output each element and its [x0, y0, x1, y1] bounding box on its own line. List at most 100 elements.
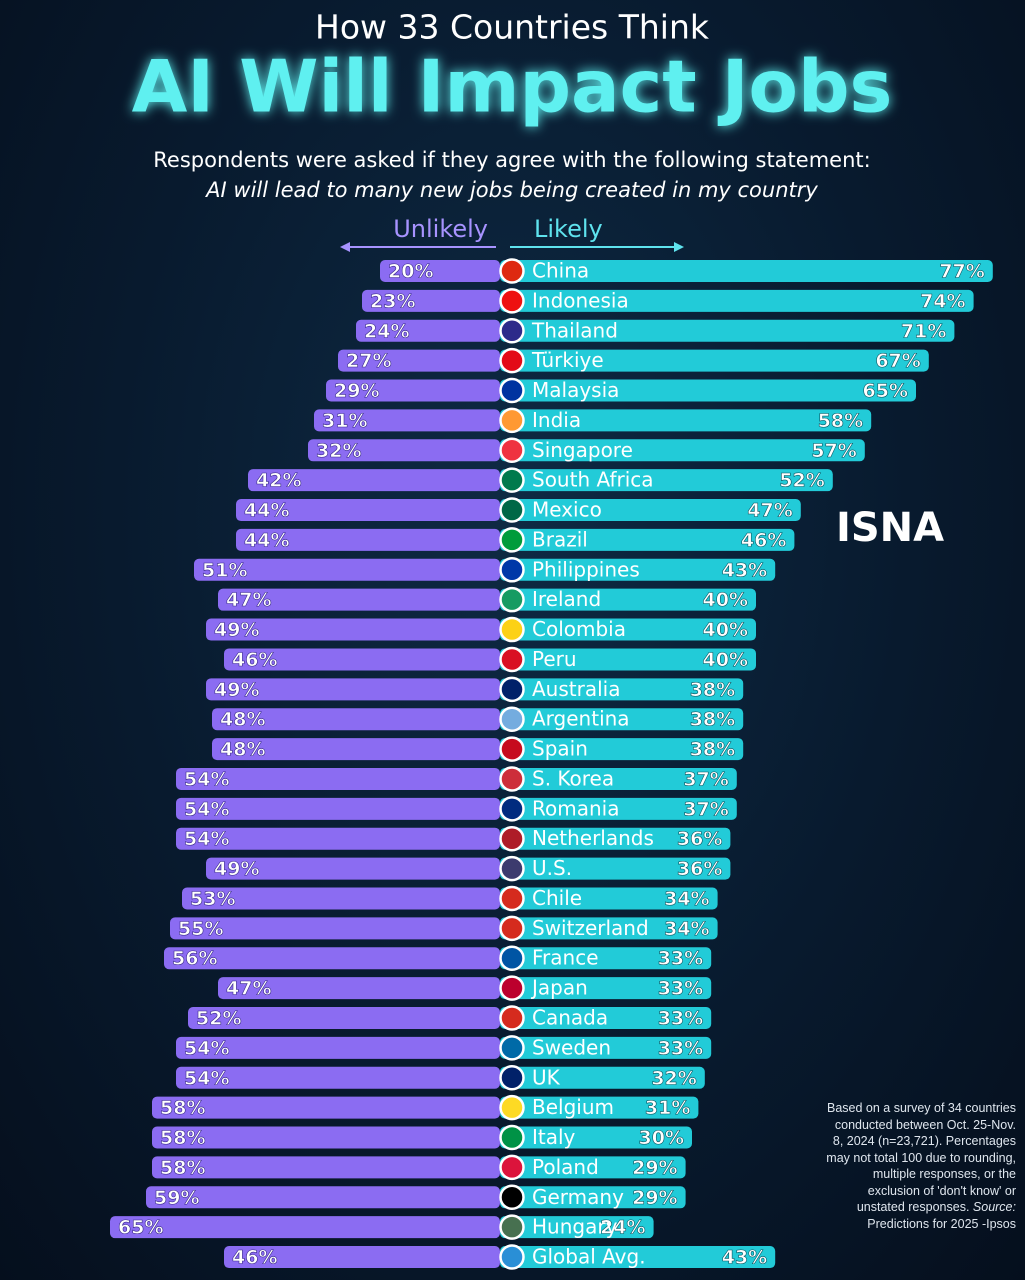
category-label: Poland	[532, 1155, 599, 1179]
flag	[499, 706, 525, 732]
bar	[500, 260, 993, 282]
flag	[499, 885, 525, 912]
bar	[188, 1007, 500, 1029]
bar	[146, 1186, 500, 1209]
value-label: 38%	[690, 709, 735, 731]
value-label: 46%	[741, 529, 786, 551]
category-label: Sweden	[532, 1035, 611, 1059]
flag	[499, 1184, 525, 1211]
bar	[500, 618, 756, 641]
flag	[499, 1094, 525, 1121]
bar	[500, 738, 744, 761]
bar	[248, 469, 500, 492]
value-label: 29%	[334, 380, 379, 402]
value-label: 34%	[664, 888, 709, 910]
headline: AI Will Impact Jobs	[132, 45, 893, 129]
value-label: 57%	[811, 440, 856, 462]
bar	[110, 1216, 500, 1239]
category-label: Australia	[532, 677, 620, 701]
value-label: 46%	[232, 1247, 277, 1269]
bar	[338, 349, 500, 372]
value-label: 65%	[863, 380, 908, 402]
value-label: 43%	[722, 1247, 767, 1269]
flag	[499, 1154, 525, 1181]
value-label: 33%	[658, 978, 703, 1000]
value-label: 51%	[202, 559, 247, 581]
value-label: 59%	[154, 1187, 199, 1209]
bar	[194, 558, 500, 581]
category-label: Singapore	[532, 438, 633, 462]
footnote: Based on a survey of 34 countries conduc…	[826, 1100, 1016, 1232]
value-label: 47%	[226, 978, 271, 1000]
value-label: 58%	[818, 410, 863, 432]
bar	[500, 708, 744, 731]
bar	[500, 857, 731, 880]
bar	[500, 887, 718, 910]
bar	[218, 977, 500, 1000]
value-label: 37%	[683, 798, 728, 820]
bar	[218, 588, 500, 611]
value-label: 67%	[875, 350, 920, 372]
bar	[500, 767, 737, 790]
value-label: 37%	[683, 768, 728, 790]
bar	[308, 439, 500, 462]
value-label: 27%	[346, 350, 391, 372]
flag	[499, 557, 525, 583]
value-label: 36%	[677, 858, 722, 880]
bar	[236, 528, 500, 551]
bar	[212, 738, 500, 761]
category-label: Netherlands	[532, 826, 654, 850]
bar	[500, 558, 776, 581]
bar	[500, 1126, 692, 1149]
flag	[499, 646, 525, 673]
category-label: Italy	[532, 1125, 576, 1149]
bar	[224, 648, 500, 671]
bar	[224, 1246, 500, 1269]
value-label: 40%	[703, 589, 748, 611]
flag	[499, 1035, 525, 1061]
value-label: 32%	[316, 440, 361, 462]
bar	[206, 857, 500, 880]
value-label: 30%	[639, 1127, 684, 1149]
bar	[500, 977, 712, 1000]
value-label: 42%	[256, 470, 301, 492]
bar	[500, 797, 737, 820]
bar	[176, 797, 500, 820]
category-label: France	[532, 946, 599, 970]
value-label: 40%	[703, 649, 748, 671]
category-label: South Africa	[532, 468, 654, 492]
flag	[499, 825, 525, 852]
category-label: Argentina	[532, 707, 630, 731]
value-label: 49%	[214, 679, 259, 701]
category-label: Germany	[532, 1185, 624, 1209]
bar	[500, 289, 974, 312]
category-label: Mexico	[532, 498, 602, 522]
flag	[499, 945, 525, 971]
value-label: 49%	[214, 858, 259, 880]
watermark: ISNA	[836, 505, 944, 551]
value-label: 53%	[190, 888, 235, 910]
bar	[176, 1066, 500, 1089]
value-label: 38%	[690, 739, 735, 761]
bar	[500, 499, 801, 522]
value-label: 46%	[232, 649, 277, 671]
bar	[212, 708, 500, 731]
bar	[182, 887, 500, 910]
bar	[500, 349, 929, 372]
flag	[499, 258, 525, 284]
bar	[170, 917, 500, 940]
bar	[500, 409, 872, 432]
category-label: Switzerland	[532, 916, 649, 940]
bar	[176, 767, 500, 790]
bar	[500, 528, 795, 551]
category-label: Thailand	[531, 318, 618, 342]
bar	[314, 409, 500, 432]
value-label: 58%	[160, 1127, 205, 1149]
flag	[499, 1244, 525, 1270]
flag	[499, 527, 525, 553]
value-label: 48%	[220, 739, 265, 761]
bar	[206, 678, 500, 701]
value-label: 44%	[244, 500, 289, 522]
